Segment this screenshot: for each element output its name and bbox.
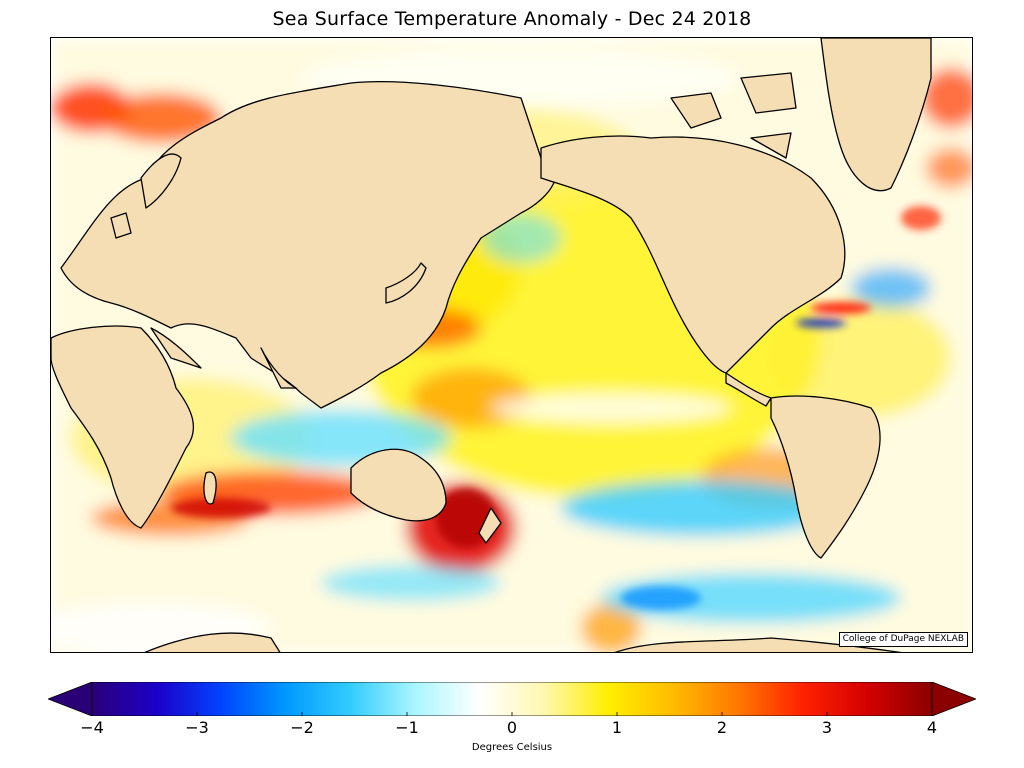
colorbar-tick-label: −3	[185, 718, 209, 737]
south-america	[770, 395, 881, 559]
colorbar-tick-label: 2	[716, 718, 728, 737]
credit-label: College of DuPage NEXLAB	[838, 632, 968, 647]
madagascar	[203, 471, 217, 505]
colorbar-tick-label: 1	[611, 718, 623, 737]
colorbar-tick-label: 3	[821, 718, 833, 737]
colorbar-svg	[46, 681, 978, 717]
colorbar-tick-label: −4	[80, 718, 104, 737]
australia	[350, 448, 447, 522]
arabia-india	[150, 327, 297, 389]
anomaly-hotspots	[171, 206, 941, 610]
british-isles	[110, 212, 132, 239]
north-america	[540, 135, 846, 374]
antarctica	[144, 632, 902, 652]
new-zealand	[478, 507, 502, 544]
colorbar-left-triangle	[46, 681, 93, 717]
colorbar-tick-label: 4	[926, 718, 938, 737]
map-svg	[51, 38, 972, 652]
map-title: Sea Surface Temperature Anomaly - Dec 24…	[272, 8, 752, 30]
japan	[385, 262, 427, 304]
colorbar-bar	[91, 681, 933, 717]
central-america	[725, 372, 772, 407]
colorbar-right-triangle	[931, 681, 978, 717]
eurasia-landmass	[60, 81, 557, 409]
colorbar	[46, 681, 978, 717]
land	[51, 38, 932, 652]
greenland	[820, 38, 932, 192]
colorbar-ticks	[91, 712, 933, 716]
colorbar-tick-label: 0	[506, 718, 518, 737]
africa	[51, 325, 195, 529]
colorbar-label: Degrees Celsius	[471, 742, 553, 753]
sst-anomaly-map: College of DuPage NEXLAB	[50, 37, 973, 653]
canadian-arctic-islands	[670, 72, 797, 159]
colorbar-tick-label: −2	[290, 718, 314, 737]
scandinavia	[140, 153, 182, 209]
colorbar-tick-label: −1	[395, 718, 419, 737]
